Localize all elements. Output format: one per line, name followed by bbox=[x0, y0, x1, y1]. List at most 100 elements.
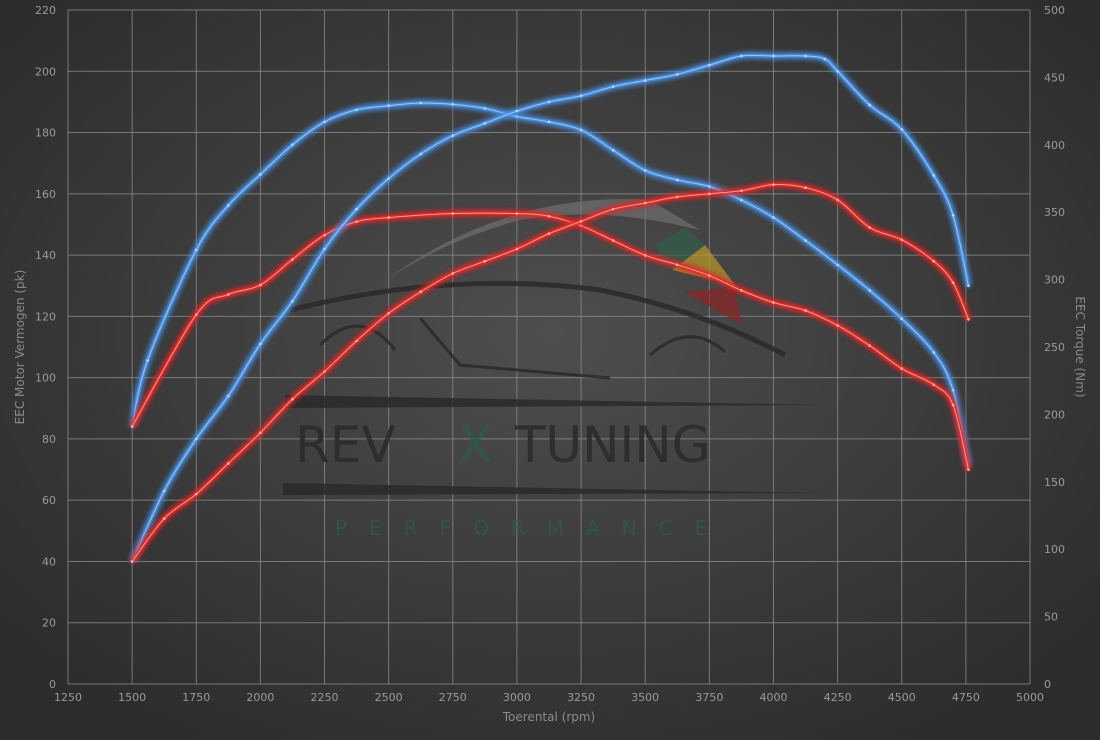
data-point bbox=[675, 178, 679, 182]
data-point bbox=[387, 104, 390, 108]
y-right-tick-label: 150 bbox=[1044, 476, 1065, 489]
x-tick-label: 4500 bbox=[888, 691, 916, 704]
data-point bbox=[900, 367, 904, 370]
x-tick-label: 2250 bbox=[311, 691, 339, 704]
data-point bbox=[355, 207, 358, 211]
data-point bbox=[515, 115, 519, 118]
data-point bbox=[162, 517, 166, 520]
data-point bbox=[868, 226, 871, 229]
data-point bbox=[708, 274, 711, 277]
data-point bbox=[323, 233, 326, 237]
x-tick-label: 4250 bbox=[824, 691, 852, 704]
data-point bbox=[194, 437, 198, 441]
data-point bbox=[323, 247, 326, 251]
x-tick-label: 3500 bbox=[631, 691, 659, 704]
x-tick-label: 1250 bbox=[54, 691, 82, 704]
tick-labels: 1250 1500 1750 2000 2250 2500 2750 3000 3250 3500… bbox=[35, 4, 1065, 704]
x-tick-label: 4000 bbox=[759, 691, 787, 704]
data-point bbox=[355, 339, 358, 343]
data-point bbox=[951, 213, 955, 217]
data-point bbox=[515, 109, 519, 113]
data-point bbox=[951, 403, 955, 407]
y-right-tick-label: 50 bbox=[1044, 611, 1058, 624]
y-right-tick-label: 400 bbox=[1044, 139, 1065, 152]
data-point bbox=[868, 103, 871, 107]
data-point bbox=[483, 107, 487, 110]
data-point bbox=[932, 259, 936, 263]
data-point bbox=[675, 195, 679, 199]
data-point bbox=[259, 431, 262, 435]
data-point bbox=[547, 232, 551, 235]
data-point bbox=[836, 198, 839, 202]
data-point bbox=[227, 462, 230, 465]
y-left-tick-label: 160 bbox=[35, 188, 56, 201]
data-point bbox=[611, 207, 615, 211]
x-tick-label: 5000 bbox=[1016, 691, 1044, 704]
data-point bbox=[611, 239, 615, 242]
data-point bbox=[804, 309, 807, 312]
data-point bbox=[708, 185, 711, 188]
data-point bbox=[579, 128, 583, 132]
data-point bbox=[259, 283, 262, 287]
data-point bbox=[259, 342, 262, 346]
data-point bbox=[708, 63, 711, 67]
stock-power-line-core bbox=[131, 184, 969, 562]
y-left-tick-label: 140 bbox=[35, 249, 56, 262]
y-left-tick-label: 120 bbox=[35, 310, 56, 323]
data-point bbox=[323, 370, 326, 373]
x-tick-label: 2000 bbox=[246, 691, 274, 704]
data-point bbox=[740, 289, 743, 292]
data-point bbox=[419, 101, 423, 105]
data-point bbox=[932, 174, 936, 177]
data-point bbox=[227, 204, 230, 207]
x-tick-label: 3000 bbox=[503, 691, 531, 704]
data-point bbox=[419, 290, 423, 294]
logo-text-rev: REV bbox=[295, 416, 396, 474]
y-axis-left-label: EEC Motor Vermogen (pk) bbox=[13, 270, 27, 425]
data-point bbox=[675, 263, 679, 267]
tuned-torque-line-core bbox=[131, 102, 969, 466]
data-point bbox=[611, 148, 615, 152]
data-point bbox=[291, 299, 294, 303]
data-point bbox=[643, 79, 647, 82]
data-point bbox=[967, 468, 970, 471]
data-point bbox=[194, 492, 198, 496]
x-tick-label: 3250 bbox=[567, 691, 595, 704]
data-point bbox=[451, 212, 455, 215]
data-point bbox=[932, 351, 936, 354]
y-right-tick-label: 300 bbox=[1044, 274, 1065, 287]
y-left-tick-label: 220 bbox=[35, 4, 56, 17]
data-point bbox=[515, 247, 519, 251]
data-point bbox=[932, 383, 936, 387]
data-point bbox=[194, 313, 198, 316]
data-point bbox=[740, 198, 743, 202]
x-tick-label: 2500 bbox=[375, 691, 403, 704]
logo-text-x: X bbox=[458, 416, 492, 474]
data-point bbox=[823, 57, 827, 61]
data-point bbox=[387, 312, 390, 315]
data-point bbox=[868, 289, 871, 292]
data-point bbox=[804, 239, 807, 242]
data-point bbox=[419, 152, 423, 156]
data-point bbox=[162, 489, 166, 493]
y-axis-right-label: EEC Torque (Nm) bbox=[1073, 296, 1087, 397]
x-tick-label: 1500 bbox=[118, 691, 146, 704]
y-right-tick-label: 450 bbox=[1044, 71, 1065, 84]
rev-x-tuning-logo-watermark: REV X TUNING PERFORMANCE bbox=[283, 199, 820, 540]
logo-text-performance: PERFORMANCE bbox=[335, 516, 729, 540]
y-right-tick-label: 100 bbox=[1044, 543, 1065, 556]
data-point bbox=[675, 73, 679, 76]
data-point bbox=[291, 397, 294, 401]
data-point bbox=[804, 54, 807, 58]
data-point bbox=[611, 85, 615, 88]
data-point bbox=[740, 189, 743, 193]
data-point bbox=[579, 224, 583, 227]
y-left-tick-label: 20 bbox=[42, 617, 56, 630]
data-point bbox=[900, 238, 904, 242]
data-point bbox=[772, 54, 775, 58]
data-point bbox=[547, 120, 551, 124]
data-point bbox=[900, 317, 904, 320]
data-point bbox=[194, 248, 198, 252]
data-point bbox=[291, 258, 294, 261]
x-tick-label: 1750 bbox=[182, 691, 210, 704]
